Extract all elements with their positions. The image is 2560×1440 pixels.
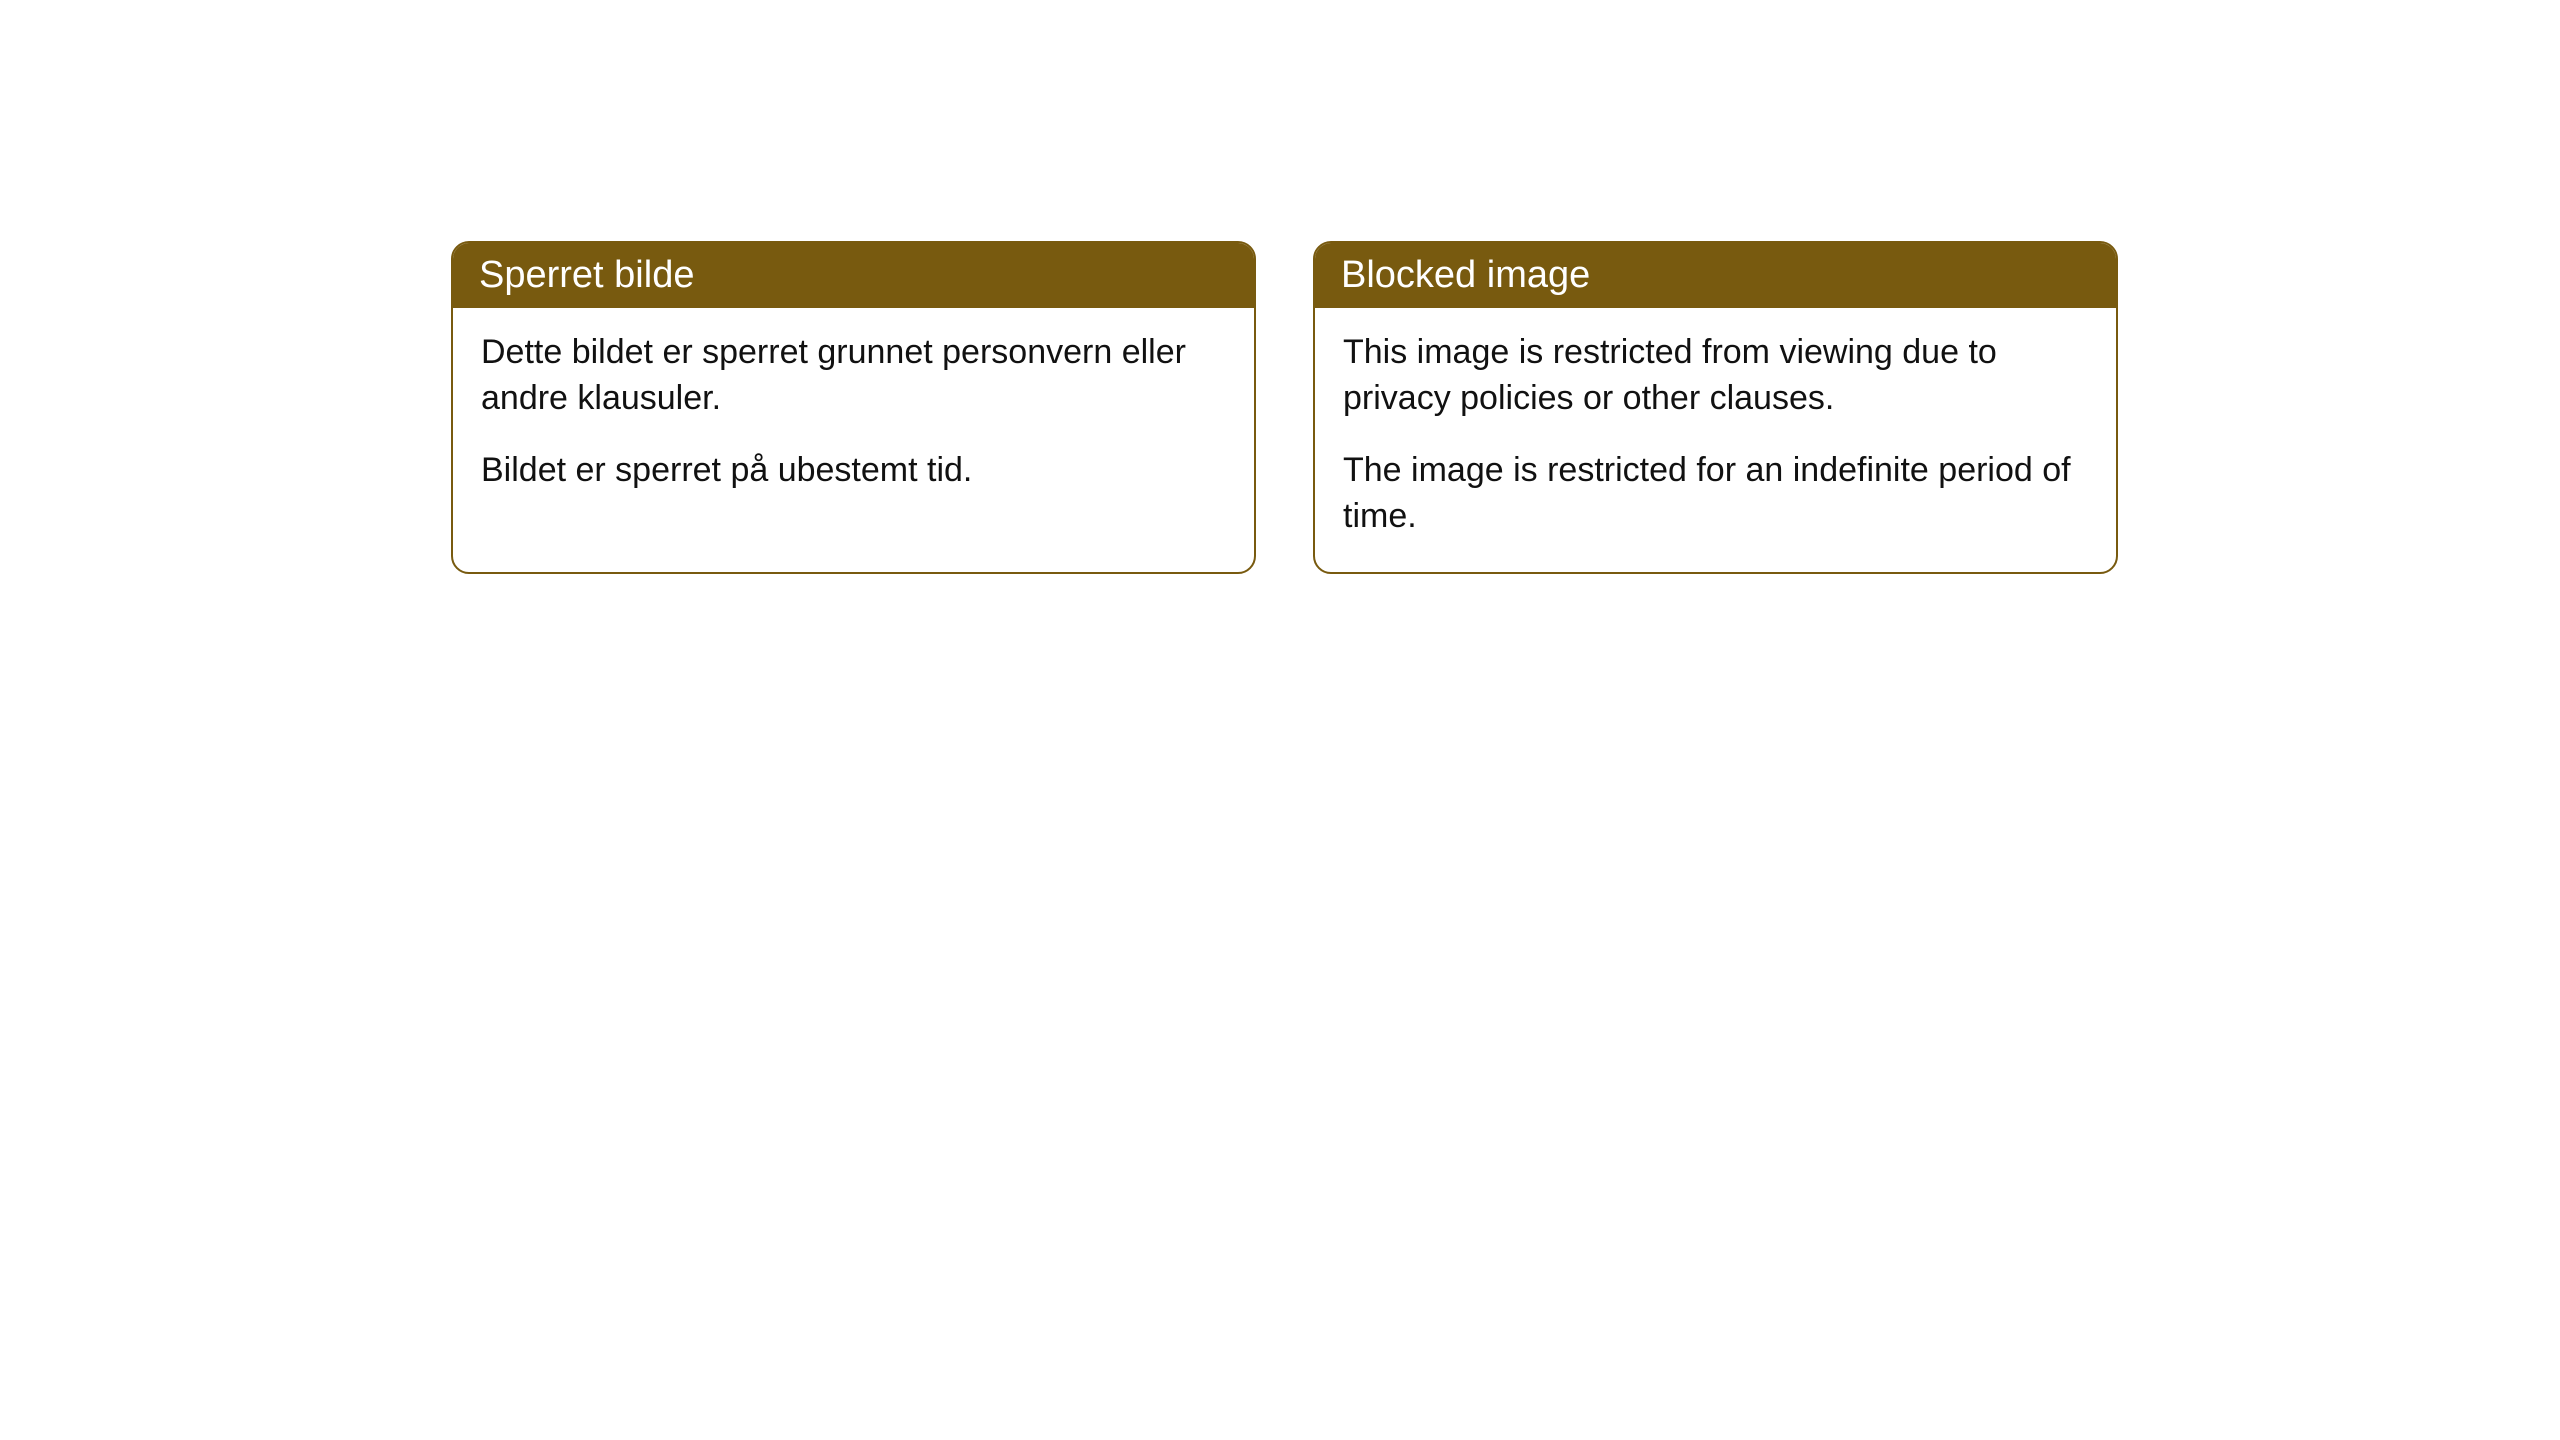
card-paragraph-1: This image is restricted from viewing du… bbox=[1343, 330, 2088, 422]
card-header: Sperret bilde bbox=[453, 243, 1254, 308]
notice-card-english: Blocked image This image is restricted f… bbox=[1313, 241, 2118, 574]
card-paragraph-2: Bildet er sperret på ubestemt tid. bbox=[481, 448, 1226, 494]
card-paragraph-1: Dette bildet er sperret grunnet personve… bbox=[481, 330, 1226, 422]
card-paragraph-2: The image is restricted for an indefinit… bbox=[1343, 448, 2088, 540]
card-header: Blocked image bbox=[1315, 243, 2116, 308]
card-body: This image is restricted from viewing du… bbox=[1315, 308, 2116, 572]
card-body: Dette bildet er sperret grunnet personve… bbox=[453, 308, 1254, 526]
notice-card-norwegian: Sperret bilde Dette bildet er sperret gr… bbox=[451, 241, 1256, 574]
notice-cards-container: Sperret bilde Dette bildet er sperret gr… bbox=[451, 241, 2560, 574]
